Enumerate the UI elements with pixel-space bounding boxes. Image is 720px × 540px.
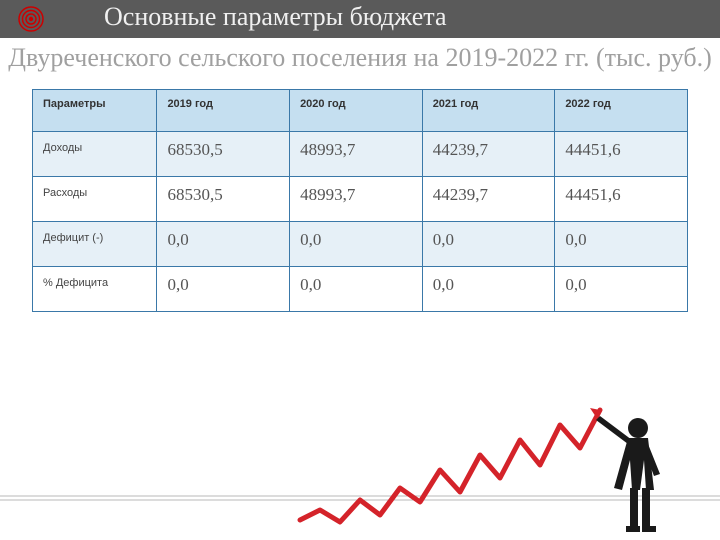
cell: 0,0 — [157, 221, 290, 266]
cell: 0,0 — [555, 266, 688, 311]
cell: 0,0 — [290, 266, 423, 311]
budget-table-container: Параметры 2019 год 2020 год 2021 год 202… — [32, 89, 688, 312]
row-label: Расходы — [33, 176, 157, 221]
row-label: Дефицит (-) — [33, 221, 157, 266]
col-header: 2022 год — [555, 89, 688, 131]
cell: 44451,6 — [555, 176, 688, 221]
cell: 44239,7 — [422, 131, 555, 176]
footer-decoration — [0, 400, 720, 540]
col-header: 2019 год — [157, 89, 290, 131]
cell: 44451,6 — [555, 131, 688, 176]
cell: 0,0 — [422, 221, 555, 266]
cell: 68530,5 — [157, 131, 290, 176]
col-header: 2021 год — [422, 89, 555, 131]
col-header: 2020 год — [290, 89, 423, 131]
table-row: % Дефицита 0,0 0,0 0,0 0,0 — [33, 266, 688, 311]
budget-table: Параметры 2019 год 2020 год 2021 год 202… — [32, 89, 688, 312]
table-row: Дефицит (-) 0,0 0,0 0,0 0,0 — [33, 221, 688, 266]
row-label: Доходы — [33, 131, 157, 176]
title-bar: Основные параметры бюджета — [0, 0, 720, 38]
cell: 0,0 — [157, 266, 290, 311]
cell: 0,0 — [555, 221, 688, 266]
cell: 68530,5 — [157, 176, 290, 221]
cell: 0,0 — [290, 221, 423, 266]
cell: 48993,7 — [290, 176, 423, 221]
table-row: Доходы 68530,5 48993,7 44239,7 44451,6 — [33, 131, 688, 176]
col-header: Параметры — [33, 89, 157, 131]
slide-title: Основные параметры бюджета — [104, 2, 447, 32]
row-label: % Дефицита — [33, 266, 157, 311]
slide-subtitle: Двуреченского сельского поселения на 201… — [0, 42, 720, 75]
cell: 44239,7 — [422, 176, 555, 221]
concentric-circles-icon — [18, 6, 44, 32]
table-row: Расходы 68530,5 48993,7 44239,7 44451,6 — [33, 176, 688, 221]
cell: 0,0 — [422, 266, 555, 311]
cell: 48993,7 — [290, 131, 423, 176]
table-header-row: Параметры 2019 год 2020 год 2021 год 202… — [33, 89, 688, 131]
